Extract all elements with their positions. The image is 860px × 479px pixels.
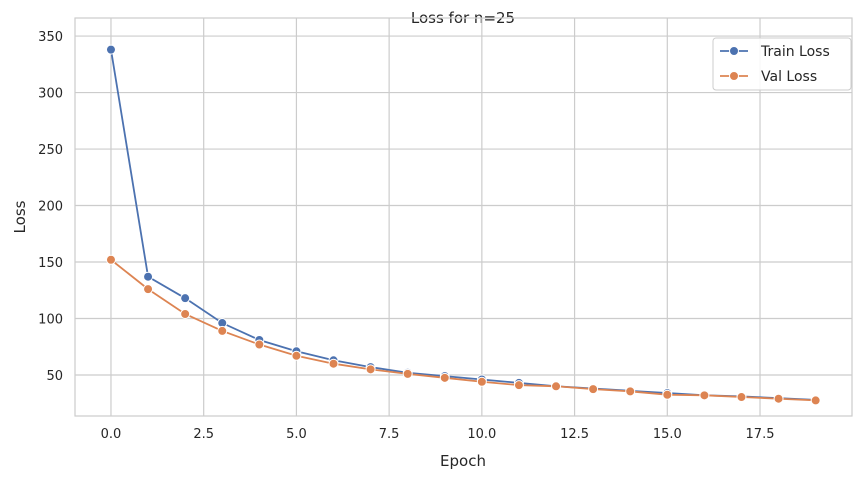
data-point	[105, 254, 116, 265]
data-point	[105, 44, 116, 55]
x-tick-label: 5.0	[286, 427, 307, 442]
legend-marker	[729, 46, 739, 56]
data-point	[736, 392, 747, 403]
y-tick-label: 350	[38, 30, 63, 45]
y-tick-label: 100	[38, 313, 63, 328]
x-tick-label: 7.5	[379, 427, 400, 442]
y-tick-label: 150	[38, 256, 63, 271]
x-axis-label: Epoch	[440, 452, 486, 470]
legend: Train Loss Val Loss	[712, 37, 852, 91]
y-tick-label: 50	[46, 369, 63, 384]
data-point	[588, 384, 599, 395]
plot-frame	[74, 17, 853, 417]
series-line	[110, 259, 816, 402]
data-point	[291, 350, 302, 361]
data-point	[439, 372, 450, 383]
legend-label: Train Loss	[760, 44, 830, 60]
data-point	[180, 308, 191, 319]
data-point	[402, 368, 413, 379]
data-point	[513, 380, 524, 391]
data-point	[328, 358, 339, 369]
series-train-loss	[105, 44, 821, 405]
y-axis-label: Loss	[11, 200, 29, 233]
data-point	[217, 325, 228, 336]
data-point	[365, 364, 376, 375]
data-point	[773, 393, 784, 404]
series-line	[110, 49, 816, 401]
x-tick-label: 2.5	[193, 427, 214, 442]
data-point	[180, 293, 191, 304]
x-tick-label: 15.0	[653, 427, 682, 442]
data-point	[810, 395, 821, 406]
data-point	[143, 284, 154, 295]
x-tick-label: 12.5	[560, 427, 589, 442]
data-point	[625, 386, 636, 397]
series-val-loss	[105, 254, 821, 406]
x-tick-label: 10.0	[467, 427, 496, 442]
data-point	[254, 339, 265, 350]
y-tick-label: 300	[38, 87, 63, 102]
x-tick-label: 17.5	[746, 427, 775, 442]
data-point	[662, 389, 673, 400]
y-tick-label: 200	[38, 200, 63, 215]
data-point	[699, 390, 710, 401]
data-point	[551, 381, 562, 392]
x-tick-label: 0.0	[101, 427, 122, 442]
data-point	[143, 271, 154, 282]
data-point	[476, 376, 487, 387]
y-tick-label: 250	[38, 143, 63, 158]
legend-label: Val Loss	[761, 69, 817, 85]
legend-marker	[729, 71, 739, 81]
